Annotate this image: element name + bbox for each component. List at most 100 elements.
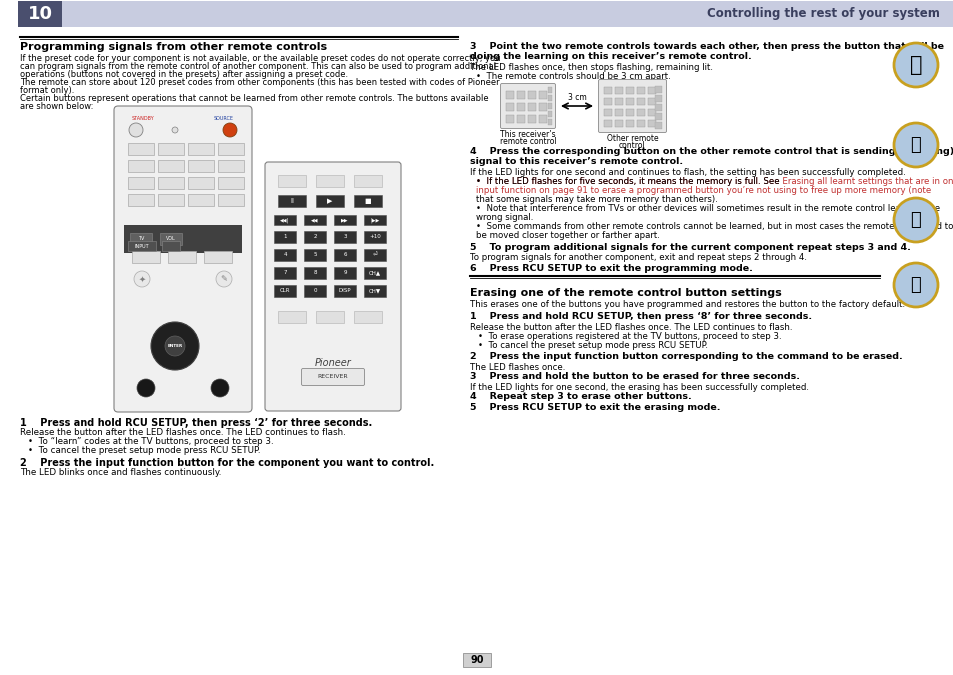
Bar: [334, 285, 355, 297]
Text: SOURCE: SOURCE: [213, 116, 233, 121]
Bar: [304, 285, 326, 297]
Text: The LED blinks once and flashes continuously.: The LED blinks once and flashes continuo…: [20, 468, 221, 477]
Text: •  To cancel the preset setup mode press RCU SETUP.: • To cancel the preset setup mode press …: [28, 446, 260, 455]
Text: VOL: VOL: [166, 236, 175, 242]
Text: CLR: CLR: [279, 288, 290, 294]
Bar: [527, 115, 536, 123]
Text: Release the button after the LED flashes once. The LED continues to flash.: Release the button after the LED flashes…: [20, 428, 345, 437]
Bar: [304, 249, 326, 261]
Bar: [168, 251, 195, 263]
Bar: [655, 95, 661, 102]
Bar: [160, 233, 182, 245]
Bar: [218, 194, 244, 206]
Text: be moved closer together or farther apart.: be moved closer together or farther apar…: [476, 231, 659, 240]
Bar: [547, 103, 552, 109]
Bar: [637, 120, 644, 127]
Bar: [304, 267, 326, 279]
Bar: [334, 249, 355, 261]
Text: II: II: [290, 198, 294, 204]
Text: Programming signals from other remote controls: Programming signals from other remote co…: [20, 42, 327, 52]
Bar: [625, 87, 634, 94]
Bar: [637, 109, 644, 116]
Bar: [364, 249, 386, 261]
Bar: [274, 267, 295, 279]
FancyBboxPatch shape: [265, 162, 400, 411]
Text: ▶: ▶: [327, 198, 333, 204]
Circle shape: [165, 336, 185, 356]
Text: If the LED lights for one second and continues to flash, the setting has been su: If the LED lights for one second and con…: [470, 168, 904, 177]
Text: CH▼: CH▼: [369, 288, 380, 294]
Text: 1    Press and hold RCU SETUP, then press ‘2’ for three seconds.: 1 Press and hold RCU SETUP, then press ‘…: [20, 418, 372, 428]
Circle shape: [893, 263, 937, 307]
Text: This receiver’s: This receiver’s: [499, 130, 556, 139]
Bar: [218, 160, 244, 172]
Bar: [655, 86, 661, 93]
Text: format only).: format only).: [20, 86, 74, 95]
Bar: [538, 115, 546, 123]
Bar: [647, 120, 656, 127]
Text: ✦: ✦: [138, 275, 146, 284]
Bar: [655, 104, 661, 111]
Text: input function on page 91 to erase a programmed button you’re not using to free : input function on page 91 to erase a pro…: [476, 186, 930, 195]
Bar: [128, 177, 153, 189]
Bar: [637, 87, 644, 94]
Bar: [128, 160, 153, 172]
Text: 0: 0: [313, 288, 316, 294]
Bar: [615, 87, 622, 94]
Bar: [274, 231, 295, 243]
Bar: [62, 1, 953, 27]
Bar: [274, 249, 295, 261]
Bar: [462, 653, 491, 667]
FancyBboxPatch shape: [301, 369, 364, 385]
Bar: [277, 195, 306, 207]
Bar: [505, 103, 514, 111]
Bar: [364, 215, 386, 225]
Text: 5: 5: [313, 252, 316, 257]
Text: RECEIVER: RECEIVER: [317, 375, 348, 379]
Text: ⏎: ⏎: [373, 252, 377, 257]
Bar: [354, 175, 381, 187]
Text: 2    Press the input function button for the component you want to control.: 2 Press the input function button for th…: [20, 458, 434, 468]
Text: 7: 7: [283, 271, 287, 275]
Text: 2    Press the input function button corresponding to the command to be erased.: 2 Press the input function button corres…: [470, 352, 902, 361]
Text: 1: 1: [283, 234, 287, 240]
Text: 3    Press and hold the button to be erased for three seconds.: 3 Press and hold the button to be erased…: [470, 372, 800, 381]
Bar: [603, 120, 612, 127]
Bar: [547, 119, 552, 125]
Text: •  To “learn” codes at the TV buttons, proceed to step 3.: • To “learn” codes at the TV buttons, pr…: [28, 437, 274, 446]
Bar: [188, 194, 213, 206]
Circle shape: [151, 322, 199, 370]
Bar: [647, 109, 656, 116]
Bar: [124, 225, 242, 253]
Bar: [130, 233, 152, 245]
Text: 3    Point the two remote controls towards each other, then press the button tha: 3 Point the two remote controls towards …: [470, 42, 943, 51]
Text: ✎: ✎: [220, 275, 227, 284]
Bar: [527, 91, 536, 99]
Bar: [334, 215, 355, 225]
Bar: [128, 241, 156, 251]
FancyBboxPatch shape: [598, 80, 666, 132]
Text: |▶▶: |▶▶: [370, 217, 379, 223]
Text: 1    Press and hold RCU SETUP, then press ‘8’ for three seconds.: 1 Press and hold RCU SETUP, then press ‘…: [470, 312, 811, 321]
Bar: [505, 91, 514, 99]
Bar: [18, 1, 62, 27]
Bar: [538, 103, 546, 111]
Bar: [128, 194, 153, 206]
Bar: [625, 120, 634, 127]
Text: •  The remote controls should be 3 cm apart.: • The remote controls should be 3 cm apa…: [476, 72, 670, 81]
Bar: [505, 115, 514, 123]
Text: doing the learning on this receiver’s remote control.: doing the learning on this receiver’s re…: [470, 52, 751, 61]
Text: 5    To program additional signals for the current component repeat steps 3 and : 5 To program additional signals for the …: [470, 243, 910, 252]
Text: 90: 90: [470, 655, 483, 665]
Bar: [315, 195, 344, 207]
Bar: [364, 285, 386, 297]
Bar: [547, 87, 552, 93]
Bar: [547, 111, 552, 117]
Bar: [647, 87, 656, 94]
Text: 3 cm: 3 cm: [567, 93, 586, 102]
Text: 2: 2: [313, 234, 316, 240]
Bar: [625, 109, 634, 116]
Text: 10: 10: [28, 5, 52, 23]
Text: •  To cancel the preset setup mode press RCU SETUP.: • To cancel the preset setup mode press …: [477, 341, 707, 350]
Text: Erasing one of the remote control button settings: Erasing one of the remote control button…: [470, 288, 781, 298]
